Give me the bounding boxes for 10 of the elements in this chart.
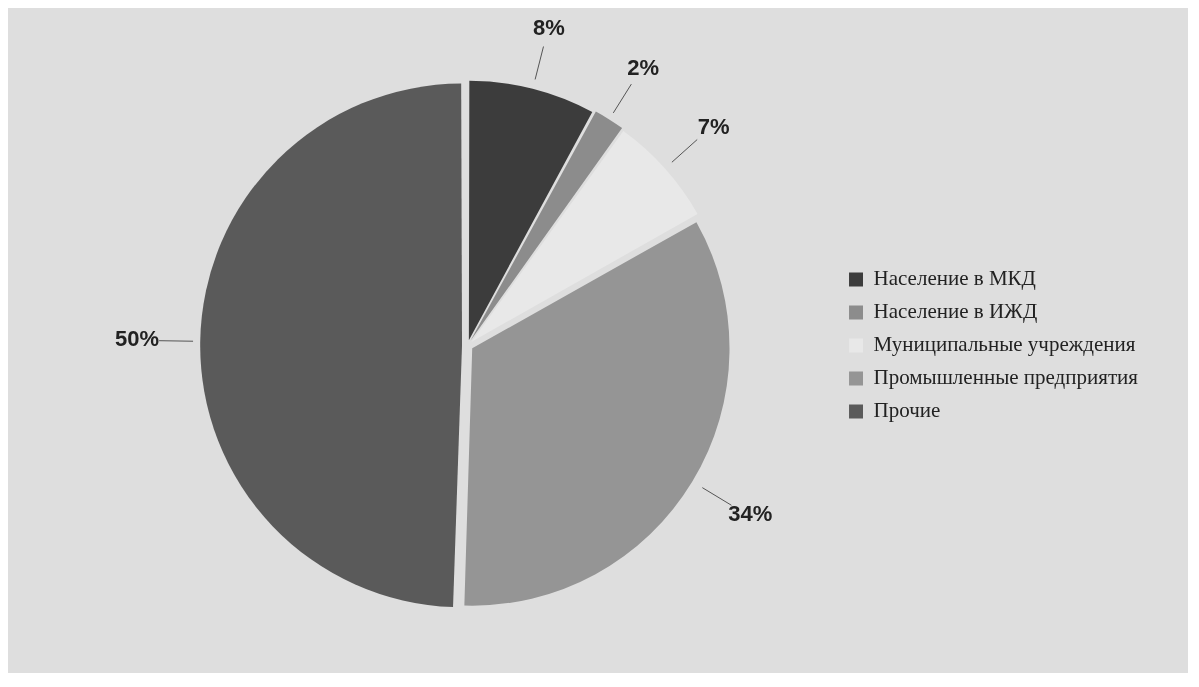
legend-label: Промышленные предприятия: [873, 365, 1139, 390]
data-label: 34%: [728, 500, 773, 526]
data-label: 2%: [627, 54, 659, 80]
legend-label: Население в МКД: [873, 266, 1036, 291]
legend-label: Население в ИЖД: [873, 299, 1038, 324]
data-label: 8%: [533, 15, 565, 41]
legend-label: Муниципальные учреждения: [873, 332, 1136, 357]
data-label: 50%: [115, 326, 160, 352]
legend-label: Прочие: [873, 398, 941, 423]
data-label: 7%: [697, 113, 730, 139]
